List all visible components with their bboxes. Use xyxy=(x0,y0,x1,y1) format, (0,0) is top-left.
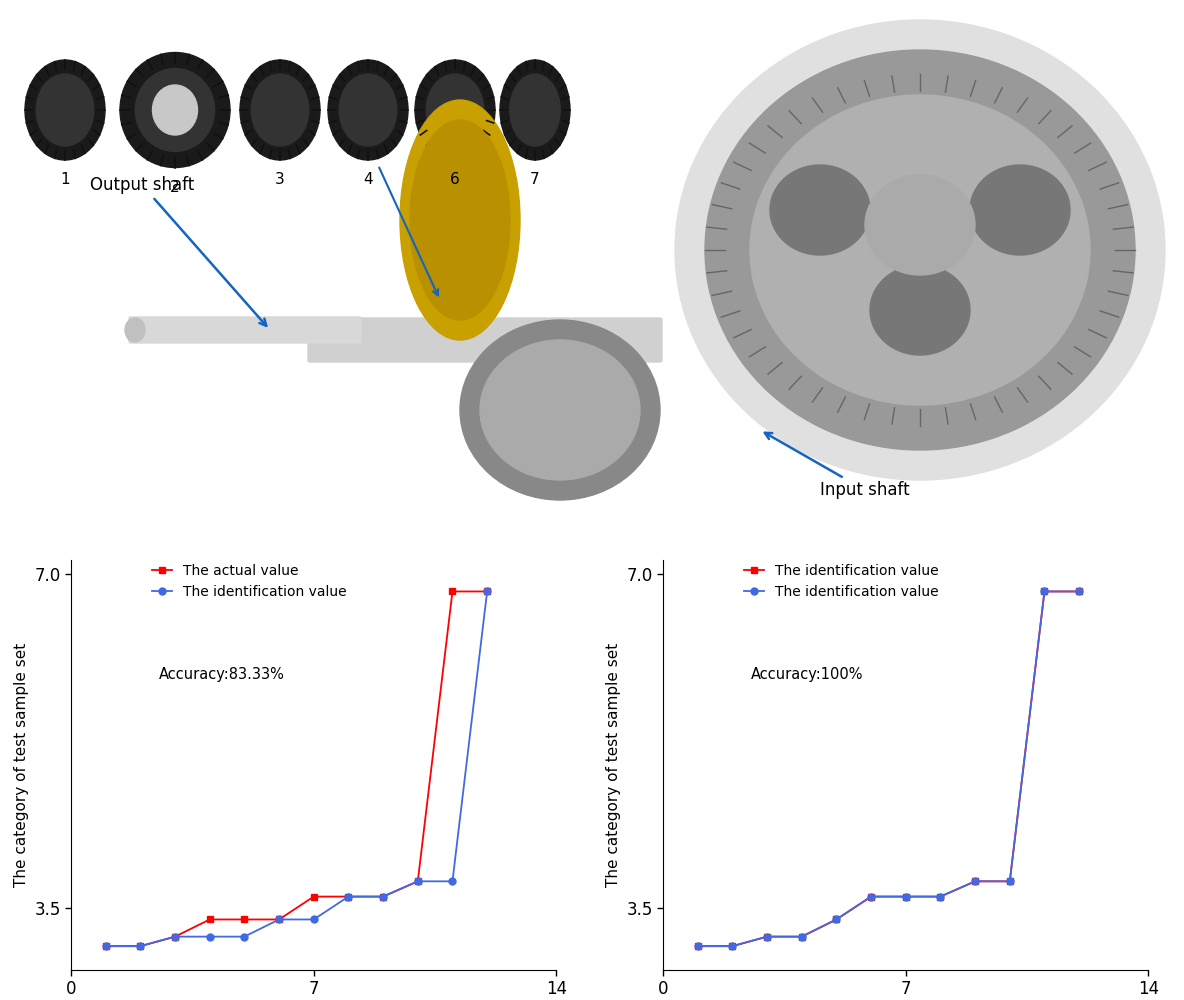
Ellipse shape xyxy=(400,100,520,340)
Line: The identification value: The identification value xyxy=(694,588,1082,950)
The identification value xyxy=(134,940,148,952)
The identification value xyxy=(969,875,983,887)
The identification value xyxy=(1072,585,1086,597)
The identification value xyxy=(829,913,843,925)
Text: Input shaft: Input shaft xyxy=(765,433,909,499)
The identification value xyxy=(1072,585,1086,597)
Ellipse shape xyxy=(25,60,105,160)
Ellipse shape xyxy=(770,165,870,255)
The actual value xyxy=(411,875,425,887)
The actual value xyxy=(202,913,217,925)
The identification value xyxy=(341,891,355,903)
The identification value xyxy=(445,875,459,887)
Ellipse shape xyxy=(675,20,1165,480)
Ellipse shape xyxy=(500,60,570,160)
Ellipse shape xyxy=(749,95,1090,405)
The identification value xyxy=(377,891,391,903)
Text: Accuracy:83.33%: Accuracy:83.33% xyxy=(159,667,284,682)
The identification value xyxy=(726,940,740,952)
Ellipse shape xyxy=(339,74,397,146)
The identification value xyxy=(1037,585,1051,597)
The identification value xyxy=(1003,875,1017,887)
The identification value xyxy=(760,931,774,943)
The identification value xyxy=(933,891,947,903)
The identification value xyxy=(933,891,947,903)
Ellipse shape xyxy=(410,120,510,320)
Ellipse shape xyxy=(240,60,320,160)
The actual value xyxy=(480,585,494,597)
The identification value xyxy=(864,891,879,903)
The actual value xyxy=(445,585,459,597)
Ellipse shape xyxy=(135,69,214,151)
Ellipse shape xyxy=(251,74,309,146)
Line: The identification value: The identification value xyxy=(694,588,1082,950)
Ellipse shape xyxy=(510,74,560,146)
The identification value xyxy=(480,585,494,597)
The actual value xyxy=(237,913,251,925)
Ellipse shape xyxy=(328,60,408,160)
The actual value xyxy=(341,891,355,903)
Ellipse shape xyxy=(866,175,974,275)
The identification value xyxy=(411,875,425,887)
The identification value xyxy=(899,891,913,903)
The actual value xyxy=(272,913,287,925)
Ellipse shape xyxy=(37,74,94,146)
Ellipse shape xyxy=(416,60,495,160)
Line: The identification value: The identification value xyxy=(102,588,490,950)
The identification value xyxy=(899,891,913,903)
The identification value xyxy=(864,891,879,903)
The identification value xyxy=(760,931,774,943)
The actual value xyxy=(168,931,182,943)
The identification value xyxy=(168,931,182,943)
Legend: The actual value, The identification value: The actual value, The identification val… xyxy=(146,559,353,605)
The identification value xyxy=(98,940,112,952)
The identification value xyxy=(202,931,217,943)
FancyBboxPatch shape xyxy=(129,317,361,343)
The actual value xyxy=(98,940,112,952)
Text: 7: 7 xyxy=(530,172,540,187)
The identification value xyxy=(307,913,321,925)
Line: The actual value: The actual value xyxy=(102,588,490,950)
Ellipse shape xyxy=(870,265,970,355)
Ellipse shape xyxy=(153,85,198,135)
The actual value xyxy=(307,891,321,903)
Ellipse shape xyxy=(970,165,1070,255)
Y-axis label: The category of test sample set: The category of test sample set xyxy=(14,643,28,887)
Text: 4: 4 xyxy=(363,172,373,187)
Text: Output shaft: Output shaft xyxy=(90,176,266,326)
The identification value xyxy=(794,931,809,943)
The actual value xyxy=(377,891,391,903)
The identification value xyxy=(726,940,740,952)
The identification value xyxy=(690,940,704,952)
Ellipse shape xyxy=(461,320,659,500)
Text: 6: 6 xyxy=(450,172,459,187)
Text: Accuracy:100%: Accuracy:100% xyxy=(751,667,863,682)
The identification value xyxy=(272,913,287,925)
The identification value xyxy=(1003,875,1017,887)
Text: 2: 2 xyxy=(170,180,180,194)
Text: 1: 1 xyxy=(60,172,70,187)
FancyBboxPatch shape xyxy=(308,318,662,362)
The identification value xyxy=(969,875,983,887)
Ellipse shape xyxy=(126,318,144,342)
The identification value xyxy=(829,913,843,925)
The identification value xyxy=(237,931,251,943)
The identification value xyxy=(1037,585,1051,597)
Text: 3: 3 xyxy=(275,172,285,187)
Y-axis label: The category of test sample set: The category of test sample set xyxy=(606,643,620,887)
Legend: The identification value, The identification value: The identification value, The identifica… xyxy=(738,559,945,605)
The actual value xyxy=(134,940,148,952)
Ellipse shape xyxy=(120,52,230,167)
Ellipse shape xyxy=(704,50,1135,450)
The identification value xyxy=(690,940,704,952)
Ellipse shape xyxy=(426,74,484,146)
The identification value xyxy=(794,931,809,943)
Ellipse shape xyxy=(480,340,641,480)
